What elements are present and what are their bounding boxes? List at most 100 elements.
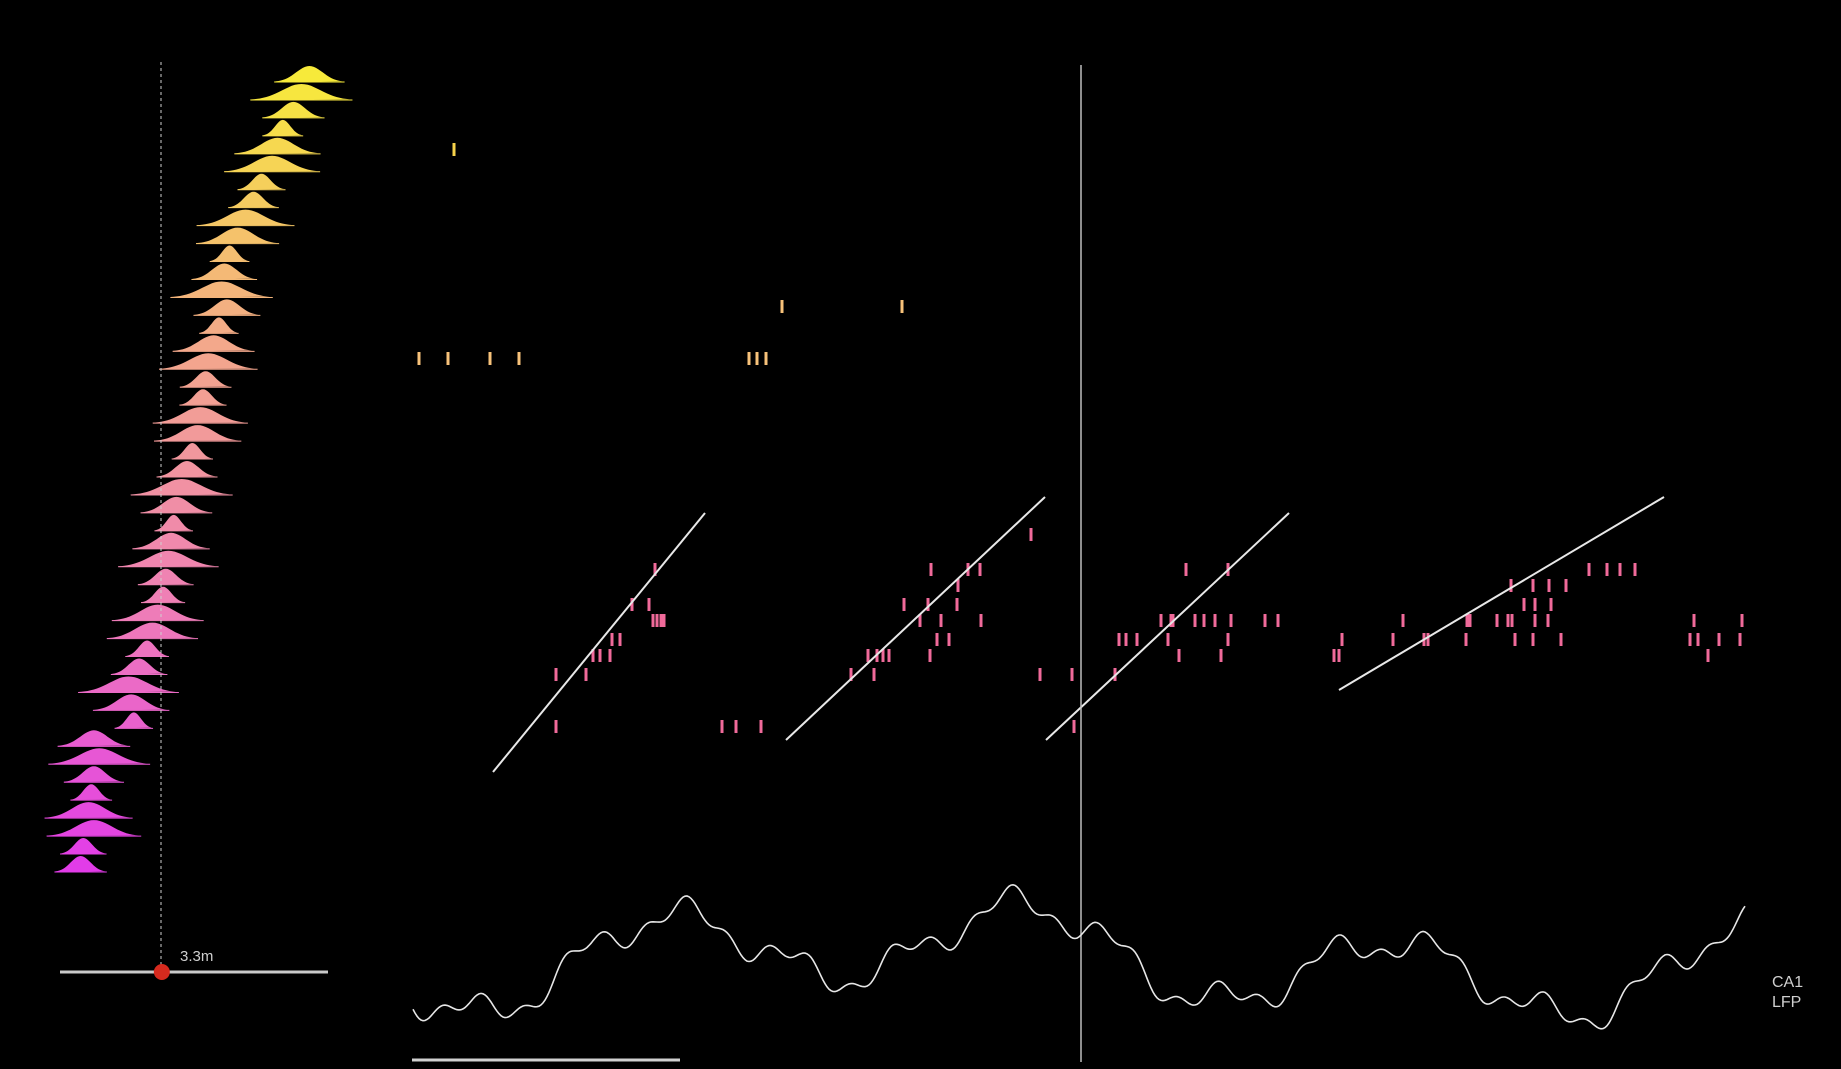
spike-tick <box>1426 633 1430 646</box>
spike-tick <box>1618 563 1622 576</box>
spike-tick <box>1559 633 1563 646</box>
sequence-lines <box>492 496 1665 773</box>
place-field-11 <box>209 245 249 262</box>
spike-tick <box>1340 633 1344 646</box>
spike-tick <box>928 649 932 662</box>
position-label: 3.3m <box>180 948 213 965</box>
spike-tick <box>1391 633 1395 646</box>
place-field-27 <box>132 532 208 549</box>
sequence-line-3 <box>1045 512 1290 741</box>
spike-tick <box>979 614 983 627</box>
spike-tick <box>926 598 930 611</box>
spike-tick <box>1633 563 1637 576</box>
spike-tick <box>1070 668 1074 681</box>
spike-tick <box>1213 614 1217 627</box>
spike-tick <box>1159 614 1163 627</box>
spike-tick <box>978 563 982 576</box>
spike-tick <box>1546 614 1550 627</box>
spike-tick <box>887 649 891 662</box>
position-marker[interactable] <box>153 964 170 980</box>
spike-tick <box>1401 614 1405 627</box>
place-field-29 <box>137 568 192 585</box>
spike-tick <box>1072 720 1076 733</box>
place-field-17 <box>159 353 255 370</box>
place-field-43 <box>46 820 139 837</box>
spike-tick <box>1177 649 1181 662</box>
spike-tick <box>598 649 602 662</box>
spike-tick <box>720 720 724 733</box>
place-field-36 <box>92 694 167 711</box>
spike-tick <box>849 668 853 681</box>
spike-tick <box>1465 614 1469 627</box>
place-field-44 <box>60 838 106 855</box>
place-field-5 <box>234 137 318 154</box>
place-field-2 <box>250 84 350 100</box>
spike-tick <box>1531 633 1535 646</box>
spike-tick <box>1510 614 1514 627</box>
spike-tick <box>947 633 951 646</box>
spike-tick <box>488 352 492 365</box>
spike-tick <box>610 633 614 646</box>
place-field-13 <box>170 281 270 298</box>
spike-tick <box>1509 579 1513 592</box>
spike-tick <box>1202 614 1206 627</box>
place-field-35 <box>78 676 176 693</box>
lfp-trace <box>412 883 1746 1030</box>
spike-tick <box>662 614 666 627</box>
spike-tick <box>1495 614 1499 627</box>
spike-tick <box>1547 579 1551 592</box>
spike-tick <box>759 720 763 733</box>
place-field-12 <box>191 263 255 280</box>
place-field-40 <box>63 766 123 783</box>
place-field-10 <box>196 227 277 244</box>
spike-tick <box>1717 633 1721 646</box>
spike-tick <box>1263 614 1267 627</box>
place-field-21 <box>153 425 239 442</box>
spike-tick <box>1468 614 1472 627</box>
spike-tick <box>1117 633 1121 646</box>
spike-tick <box>1464 633 1468 646</box>
spike-tick <box>653 563 657 576</box>
spike-tick <box>1332 649 1336 662</box>
place-field-9 <box>196 209 292 226</box>
spike-tick <box>902 598 906 611</box>
spike-tick <box>1740 614 1744 627</box>
spike-tick <box>1506 614 1510 627</box>
place-field-23 <box>156 461 216 477</box>
spike-tick <box>1166 633 1170 646</box>
spike-tick <box>554 720 558 733</box>
spike-tick <box>1038 668 1042 681</box>
spike-tick <box>618 633 622 646</box>
spike-tick <box>1531 579 1535 592</box>
spike-tick <box>608 649 612 662</box>
spike-tick <box>651 614 655 627</box>
place-field-30 <box>141 586 184 603</box>
place-field-28 <box>118 550 216 567</box>
spike-tick <box>1706 649 1710 662</box>
spike-tick <box>747 352 751 365</box>
place-field-45 <box>54 856 106 872</box>
spike-tick <box>655 614 659 627</box>
spike-tick <box>1169 614 1173 627</box>
place-field-20 <box>152 407 245 424</box>
place-field-4 <box>262 119 302 136</box>
spike-tick <box>446 352 450 365</box>
place-field-42 <box>44 802 130 819</box>
place-field-34 <box>110 658 166 675</box>
spike-tick <box>630 598 634 611</box>
spike-tick <box>1522 598 1526 611</box>
place-field-18 <box>179 371 230 388</box>
place-field-33 <box>125 640 168 657</box>
place-field-38 <box>57 730 128 747</box>
spike-tick <box>1135 633 1139 646</box>
place-field-37 <box>114 712 152 729</box>
lfp-label-line1: CA1 <box>1772 974 1803 991</box>
spike-tick <box>1226 633 1230 646</box>
spike-tick <box>1513 633 1517 646</box>
spike-tick <box>584 668 588 681</box>
place-field-41 <box>70 784 111 801</box>
place-field-7 <box>237 173 284 190</box>
place-field-19 <box>179 389 226 406</box>
spike-tick <box>1696 633 1700 646</box>
lfp-label-line2: LFP <box>1772 994 1801 1011</box>
